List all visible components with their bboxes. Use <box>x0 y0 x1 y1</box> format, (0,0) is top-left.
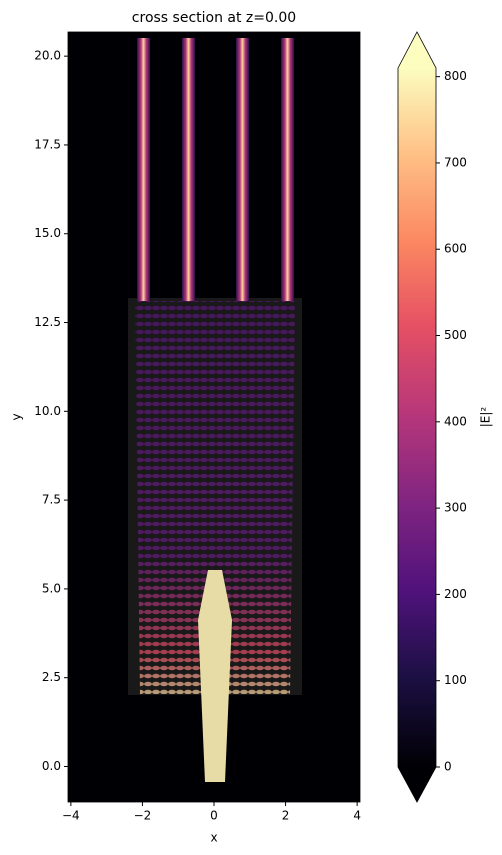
y-axis-label: y <box>10 413 24 420</box>
colorbar-tick-label: 300 <box>444 501 467 515</box>
y-tick-label: 2.5 <box>42 670 61 684</box>
colorbar-extend-min <box>398 767 436 802</box>
colorbar-tick-label: 100 <box>444 673 467 687</box>
y-tick-label: 0.0 <box>42 759 61 773</box>
colorbar-tick-label: 0 <box>444 760 452 774</box>
x-tick-label: −4 <box>62 809 80 823</box>
x-tick-label: 2 <box>282 809 290 823</box>
chart-title: cross section at z=0.00 <box>132 10 296 26</box>
x-tick-label: 4 <box>353 809 361 823</box>
colorbar-gradient <box>398 68 436 767</box>
colorbar-tick-label: 500 <box>444 328 467 342</box>
y-tick-label: 15.0 <box>34 226 61 240</box>
colorbar-extend-max <box>398 32 436 68</box>
colorbar-tick-label: 600 <box>444 242 467 256</box>
y-tick-label: 5.0 <box>42 581 61 595</box>
y-tick-label: 10.0 <box>34 404 61 418</box>
y-tick-label: 17.5 <box>34 137 61 151</box>
colorbar-tick-label: 200 <box>444 587 467 601</box>
colorbar <box>397 31 437 803</box>
field-image <box>68 32 360 802</box>
colorbar-tick-label: 800 <box>444 69 467 83</box>
y-tick-label: 12.5 <box>34 315 61 329</box>
colorbar-label: |E|² <box>479 407 493 428</box>
colorbar-tick-label: 400 <box>444 414 467 428</box>
y-tick-label: 7.5 <box>42 493 61 507</box>
x-tick-label: −2 <box>134 809 152 823</box>
colorbar-tick-label: 700 <box>444 155 467 169</box>
y-tick-label: 20.0 <box>34 49 61 63</box>
x-tick-label: 0 <box>210 809 218 823</box>
x-axis-label: x <box>210 831 217 845</box>
